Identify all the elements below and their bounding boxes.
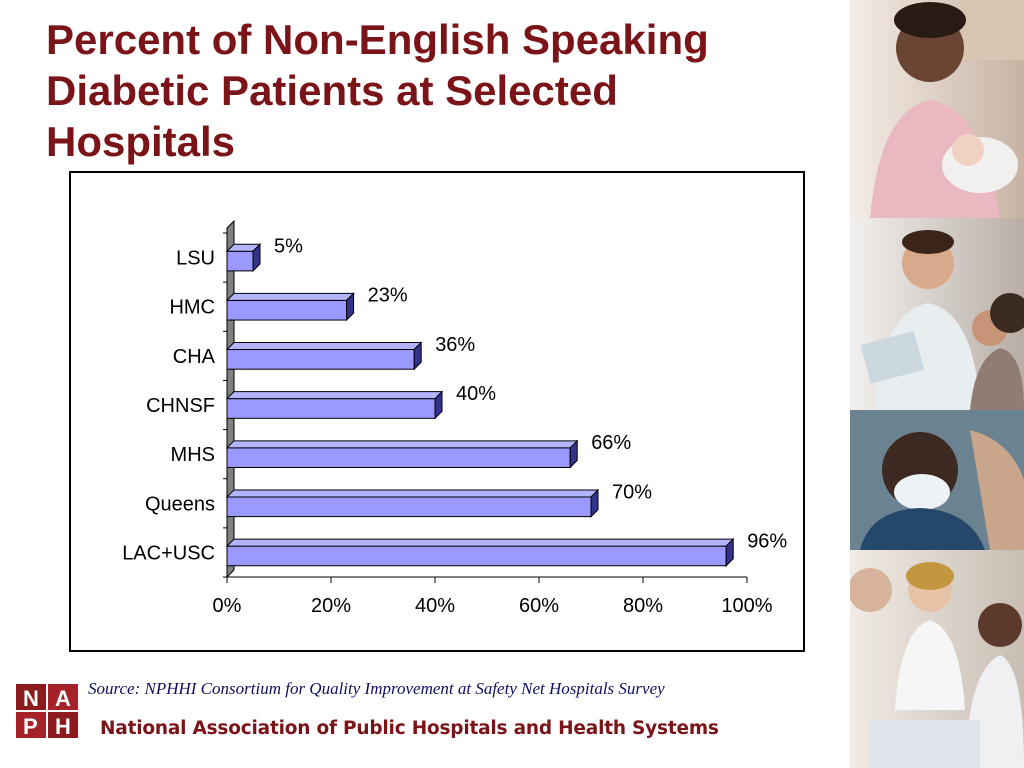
bar-side-lac-usc xyxy=(725,537,734,567)
bar-top-cha xyxy=(225,342,423,351)
x-tick-label: 100% xyxy=(721,595,772,617)
bar-top-queens xyxy=(225,489,600,498)
photo-nurse-with-baby xyxy=(850,0,1024,218)
bar-side-cha xyxy=(413,341,422,371)
bar-lac-usc xyxy=(226,545,727,567)
source-note: Source: NPHHI Consortium for Quality Imp… xyxy=(88,679,665,698)
data-label-mhs: 66% xyxy=(591,432,631,454)
svg-text:P: P xyxy=(23,714,38,739)
category-label-chnsf: CHNSF xyxy=(146,395,215,417)
title-line-2: Diabetic Patients at Selected xyxy=(46,67,618,114)
bar-mhs xyxy=(226,447,571,468)
data-label-chnsf: 40% xyxy=(456,383,496,405)
bar-top-lac-usc xyxy=(225,538,735,547)
x-tick-label: 80% xyxy=(623,595,663,617)
bar-chart: 0% 20% 40% 60% 80% 100% LSU 5% HMC 23% CHA 36% CHNSF… xyxy=(122,219,787,617)
data-label-hmc: 23% xyxy=(368,285,408,307)
photo-collage xyxy=(850,0,1024,768)
x-tick-label: 0% xyxy=(213,595,242,617)
category-label-mhs: MHS xyxy=(171,444,215,466)
category-label-lac-usc: LAC+USC xyxy=(122,542,215,564)
x-tick-label: 40% xyxy=(415,595,455,617)
bar-queens xyxy=(226,496,592,518)
category-label-hmc: HMC xyxy=(169,297,215,319)
bar-top-chnsf xyxy=(225,391,444,400)
x-tick-label: 20% xyxy=(311,595,351,617)
bar-hmc xyxy=(226,299,348,321)
svg-text:H: H xyxy=(55,714,71,739)
category-label-lsu: LSU xyxy=(176,248,215,270)
data-label-lsu: 5% xyxy=(274,236,303,258)
naph-logo: N A P H xyxy=(16,684,78,739)
category-label-queens: Queens xyxy=(145,493,215,515)
organization-name: National Association of Public Hospitals… xyxy=(100,718,719,739)
data-label-lac-usc: 96% xyxy=(747,530,787,552)
svg-text:N: N xyxy=(23,686,39,711)
bar-side-hmc xyxy=(346,292,355,322)
bar-side-queens xyxy=(590,488,599,518)
bar-side-lsu xyxy=(252,243,261,273)
title-line-1: Percent of Non-English Speaking xyxy=(46,16,709,63)
bar-top-mhs xyxy=(225,440,579,449)
bar-chnsf xyxy=(226,398,436,419)
bar-top-hmc xyxy=(225,292,355,301)
photo-surgeon-with-mask xyxy=(850,410,1024,550)
svg-text:A: A xyxy=(55,686,71,711)
photo-doctor-with-clipboard xyxy=(850,218,1024,410)
bar-side-mhs xyxy=(569,439,578,469)
photo-care-team-with-patient xyxy=(850,550,1024,768)
x-tick-label: 60% xyxy=(519,595,559,617)
data-label-queens: 70% xyxy=(612,481,652,503)
chart-frame: 0% 20% 40% 60% 80% 100% LSU 5% HMC 23% CHA 36% CHNSF… xyxy=(69,171,805,652)
data-label-cha: 36% xyxy=(435,334,475,356)
bar-lsu xyxy=(226,250,254,272)
title-line-3: Hospitals xyxy=(46,118,236,165)
bar-cha xyxy=(226,349,415,370)
category-label-cha: CHA xyxy=(173,346,216,368)
slide-title: Percent of Non-English Speaking Diabetic… xyxy=(46,14,836,167)
bar-side-chnsf xyxy=(434,390,443,420)
